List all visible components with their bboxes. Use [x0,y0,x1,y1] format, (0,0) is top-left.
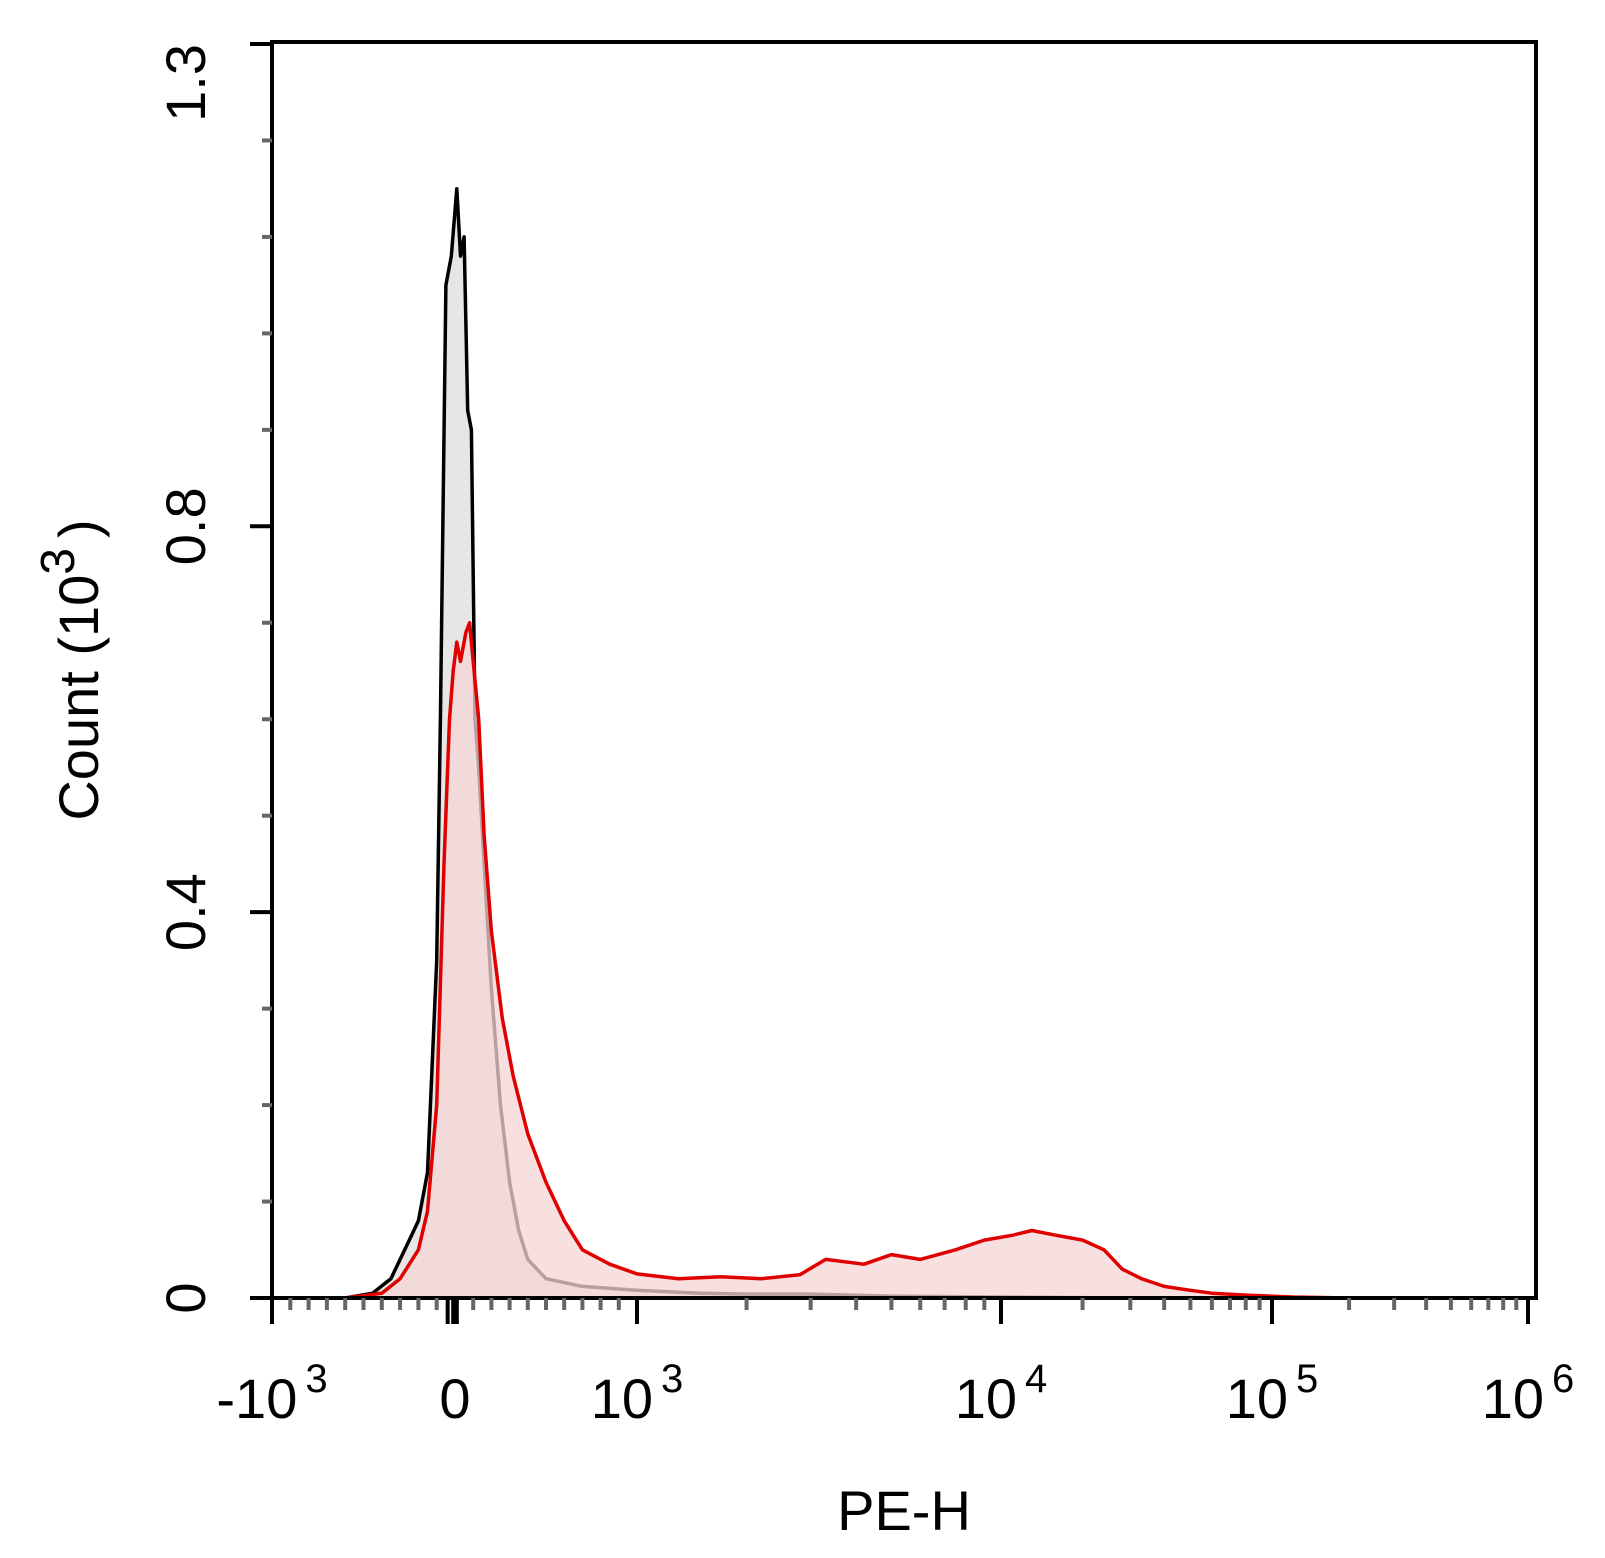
y-tick-label: 0.8 [154,487,217,565]
x-tick-label: -10 3 [216,1357,327,1430]
plot-area [344,186,1529,1300]
y-tick-label: 1.3 [154,44,217,122]
x-tick-label: 10 4 [955,1357,1048,1430]
y-tick-label: 0 [154,1282,217,1313]
series-line-stained [344,621,1528,1300]
y-axis-title: Count (103) [32,519,110,820]
axes: 0 0.4 0.8 1.3 -10 3 0 10 3 10 4 10 5 10 6 PE-H Count (10… [32,40,1575,1542]
series-fill-stained [345,622,1529,1298]
x-tick-label: 10 3 [591,1357,684,1430]
x-axis-title: PE-H [837,1479,971,1542]
x-tick-label: 10 5 [1226,1357,1319,1430]
plot-frame [270,40,1538,1300]
x-tick-label: 0 [439,1367,470,1430]
y-tick-label: 0.4 [154,873,217,951]
x-tick-label: 10 6 [1482,1357,1575,1430]
